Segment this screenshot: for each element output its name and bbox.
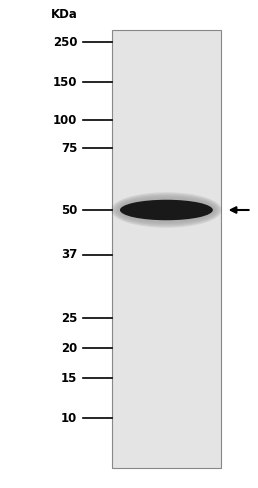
Text: 100: 100 (53, 114, 77, 126)
Text: 50: 50 (61, 203, 77, 217)
Ellipse shape (120, 200, 213, 220)
Text: 20: 20 (61, 342, 77, 354)
Text: 250: 250 (53, 36, 77, 48)
Text: 75: 75 (61, 142, 77, 155)
Ellipse shape (114, 195, 219, 225)
Text: 150: 150 (53, 76, 77, 88)
Text: KDa: KDa (51, 7, 77, 20)
Bar (112, 30, 221, 468)
Text: 25: 25 (61, 311, 77, 325)
Text: 15: 15 (61, 371, 77, 385)
Text: 37: 37 (61, 248, 77, 262)
Ellipse shape (112, 194, 220, 226)
Ellipse shape (111, 192, 222, 228)
Text: 10: 10 (61, 411, 77, 425)
